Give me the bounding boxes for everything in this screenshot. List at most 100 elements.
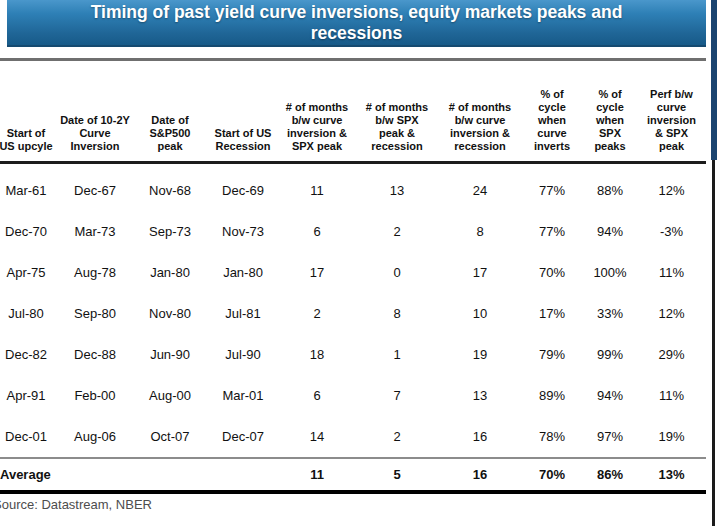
table-cell: 88% bbox=[583, 163, 637, 212]
table-cell: Aug-00 bbox=[133, 375, 207, 416]
table-row: Dec-70Mar-73Sep-73Nov-7362877%94%-3% bbox=[0, 211, 706, 252]
table-cell: 6 bbox=[279, 211, 355, 252]
table-cell: 99% bbox=[583, 334, 637, 375]
frame-right-bar-top bbox=[711, 0, 717, 160]
source-note: Source: Datastream, NBER bbox=[0, 497, 152, 512]
table-cell: -3% bbox=[637, 211, 706, 252]
table-row: Mar-61Dec-67Nov-68Dec-6911132477%88%12% bbox=[0, 163, 706, 212]
table-cell: Dec-70 bbox=[0, 211, 57, 252]
table-cell: Jul-80 bbox=[0, 293, 57, 334]
table-cell: 2 bbox=[355, 416, 439, 458]
column-header: # of months b/w curve inversion & recess… bbox=[439, 60, 521, 163]
chart-title-bar: Timing of past yield curve inversions, e… bbox=[7, 0, 706, 47]
column-header: % of cycle when SPX peaks bbox=[583, 60, 637, 163]
table-cell: Nov-68 bbox=[133, 163, 207, 212]
header-row: Start of US upcyleDate of 10-2Y Curve In… bbox=[0, 60, 706, 163]
table-cell: Jun-90 bbox=[133, 334, 207, 375]
average-cell: 13% bbox=[637, 458, 706, 492]
column-header: Start of US upcyle bbox=[0, 60, 57, 163]
table-cell: 17 bbox=[439, 252, 521, 293]
average-cell: 11 bbox=[279, 458, 355, 492]
table-cell: 29% bbox=[637, 334, 706, 375]
table-cell: 89% bbox=[521, 375, 583, 416]
table-cell: 12% bbox=[637, 293, 706, 334]
table-cell: 17 bbox=[279, 252, 355, 293]
table-cell: 18 bbox=[279, 334, 355, 375]
table-row: Dec-01Aug-06Oct-07Dec-071421678%97%19% bbox=[0, 416, 706, 458]
table-cell: 11% bbox=[637, 375, 706, 416]
table-cell: Dec-82 bbox=[0, 334, 57, 375]
table-cell: 78% bbox=[521, 416, 583, 458]
average-cell: 86% bbox=[583, 458, 637, 492]
chart-title-line1: Timing of past yield curve inversions, e… bbox=[7, 2, 706, 23]
table-cell: 17% bbox=[521, 293, 583, 334]
table-cell: 0 bbox=[355, 252, 439, 293]
table-row: Dec-82Dec-88Jun-90Jul-901811979%99%29% bbox=[0, 334, 706, 375]
table-cell: Jul-90 bbox=[207, 334, 279, 375]
table-cell: 24 bbox=[439, 163, 521, 212]
table-row: Jul-80Sep-80Nov-80Jul-81281017%33%12% bbox=[0, 293, 706, 334]
report-page: Timing of past yield curve inversions, e… bbox=[0, 0, 721, 526]
average-row: Average1151670%86%13% bbox=[0, 458, 706, 492]
table-cell: 19 bbox=[439, 334, 521, 375]
table-cell: Dec-07 bbox=[207, 416, 279, 458]
table-cell: 13 bbox=[355, 163, 439, 212]
average-cell bbox=[207, 458, 279, 492]
table-cell: Oct-07 bbox=[133, 416, 207, 458]
table-cell: 19% bbox=[637, 416, 706, 458]
table-cell: 13 bbox=[439, 375, 521, 416]
table-cell: 11 bbox=[279, 163, 355, 212]
table-cell: 77% bbox=[521, 163, 583, 212]
table-cell: 14 bbox=[279, 416, 355, 458]
table-cell: 33% bbox=[583, 293, 637, 334]
column-header: % of cycle when curve inverts bbox=[521, 60, 583, 163]
table-cell: Apr-91 bbox=[0, 375, 57, 416]
table-cell: Jul-81 bbox=[207, 293, 279, 334]
table-cell: Dec-01 bbox=[0, 416, 57, 458]
average-cell bbox=[133, 458, 207, 492]
inversions-table: Start of US upcyleDate of 10-2Y Curve In… bbox=[0, 58, 706, 494]
average-label: Average bbox=[0, 458, 57, 492]
table-cell: Mar-01 bbox=[207, 375, 279, 416]
table-cell: Dec-69 bbox=[207, 163, 279, 212]
table-cell: 100% bbox=[583, 252, 637, 293]
table-cell: 11% bbox=[637, 252, 706, 293]
column-header: Start of US Recession bbox=[207, 60, 279, 163]
table-cell: 6 bbox=[279, 375, 355, 416]
table-cell: 94% bbox=[583, 211, 637, 252]
table-cell: Aug-78 bbox=[57, 252, 133, 293]
table-cell: 1 bbox=[355, 334, 439, 375]
frame-right-bar bbox=[712, 160, 715, 526]
table-cell: 7 bbox=[355, 375, 439, 416]
table-cell: 2 bbox=[355, 211, 439, 252]
column-header: Perf b/w curve inversion & SPX peak bbox=[637, 60, 706, 163]
table-row: Apr-91Feb-00Aug-00Mar-01671389%94%11% bbox=[0, 375, 706, 416]
table-cell: 8 bbox=[439, 211, 521, 252]
column-header: Date of 10-2Y Curve Inversion bbox=[57, 60, 133, 163]
table-cell: 2 bbox=[279, 293, 355, 334]
table-cell: Nov-80 bbox=[133, 293, 207, 334]
table-cell: Dec-67 bbox=[57, 163, 133, 212]
table-cell: Feb-00 bbox=[57, 375, 133, 416]
table-cell: Mar-73 bbox=[57, 211, 133, 252]
table-cell: Apr-75 bbox=[0, 252, 57, 293]
average-cell: 5 bbox=[355, 458, 439, 492]
table-cell: Jan-80 bbox=[207, 252, 279, 293]
column-header: Date of S&P500 peak bbox=[133, 60, 207, 163]
table-cell: 97% bbox=[583, 416, 637, 458]
table-cell: 94% bbox=[583, 375, 637, 416]
table-cell: 16 bbox=[439, 416, 521, 458]
table-row: Apr-75Aug-78Jan-80Jan-801701770%100%11% bbox=[0, 252, 706, 293]
average-cell: 70% bbox=[521, 458, 583, 492]
average-cell bbox=[57, 458, 133, 492]
table-cell: Mar-61 bbox=[0, 163, 57, 212]
table-cell: Nov-73 bbox=[207, 211, 279, 252]
table-cell: 79% bbox=[521, 334, 583, 375]
table-cell: 70% bbox=[521, 252, 583, 293]
table-cell: 12% bbox=[637, 163, 706, 212]
table-cell: Sep-80 bbox=[57, 293, 133, 334]
table-cell: Aug-06 bbox=[57, 416, 133, 458]
chart-title-line2: recessions bbox=[7, 23, 706, 44]
table-cell: 10 bbox=[439, 293, 521, 334]
table-cell: 8 bbox=[355, 293, 439, 334]
